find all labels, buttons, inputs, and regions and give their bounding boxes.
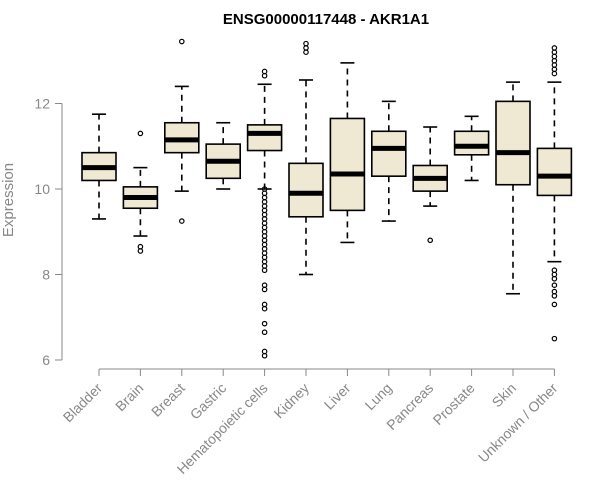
outlier-point bbox=[261, 68, 268, 75]
iqr-box bbox=[495, 100, 531, 186]
box-hematopoietic-cells bbox=[246, 68, 283, 359]
outlier-point bbox=[551, 293, 558, 299]
x-tick-label: Bladder bbox=[60, 380, 106, 426]
iqr-box bbox=[536, 147, 573, 197]
box-bladder bbox=[81, 113, 117, 220]
y-axis-label: Expression bbox=[0, 163, 17, 237]
box-group bbox=[81, 38, 573, 359]
outlier-point bbox=[261, 329, 268, 336]
y-tick-label: 10 bbox=[34, 181, 50, 197]
outlier-point bbox=[261, 267, 268, 274]
outlier-point bbox=[551, 45, 558, 51]
outlier-point bbox=[551, 301, 558, 308]
iqr-box bbox=[329, 117, 366, 212]
chart-title: ENSG00000117448 - AKR1A1 bbox=[223, 11, 429, 28]
box-brain bbox=[122, 130, 159, 254]
box-liver bbox=[329, 62, 366, 244]
outlier-point bbox=[551, 335, 558, 342]
outlier-point bbox=[261, 305, 268, 312]
x-tick-label: Unknown / Other bbox=[475, 380, 561, 466]
y-tick-label: 8 bbox=[42, 267, 50, 283]
outlier-point bbox=[137, 243, 144, 250]
x-tick-label: Skin bbox=[489, 380, 520, 411]
iqr-box bbox=[453, 130, 490, 156]
box-prostate bbox=[453, 115, 490, 182]
outlier-point bbox=[179, 38, 185, 45]
y-tick-label: 12 bbox=[34, 96, 50, 112]
x-tick-label: Brain bbox=[112, 380, 146, 414]
outlier-point bbox=[427, 237, 434, 244]
outlier-point bbox=[303, 40, 309, 47]
box-kidney bbox=[288, 40, 324, 276]
box-pancreas bbox=[412, 126, 449, 244]
outlier-point bbox=[261, 352, 268, 359]
outlier-point bbox=[551, 275, 558, 282]
box-breast bbox=[164, 38, 200, 224]
iqr-box bbox=[370, 130, 407, 177]
x-tick-label: Kidney bbox=[271, 380, 313, 422]
outlier-point bbox=[261, 286, 268, 293]
outlier-point bbox=[551, 282, 558, 288]
x-tick-label: Prostate bbox=[430, 380, 478, 428]
box-skin bbox=[495, 81, 531, 295]
iqr-box bbox=[288, 162, 324, 218]
x-tick-label: Breast bbox=[148, 380, 188, 420]
box-unknown-other bbox=[536, 45, 573, 342]
box-lung bbox=[370, 100, 407, 222]
outlier-point bbox=[261, 320, 268, 327]
x-tick-label: Lung bbox=[362, 380, 395, 413]
box-gastric bbox=[205, 121, 241, 190]
y-axis: 6 8 10 12 bbox=[34, 96, 63, 368]
outlier-point bbox=[179, 218, 185, 224]
y-tick-label: 6 bbox=[42, 352, 50, 368]
x-tick-label: Liver bbox=[321, 380, 354, 413]
outlier-point bbox=[137, 130, 144, 137]
iqr-box bbox=[246, 124, 283, 152]
